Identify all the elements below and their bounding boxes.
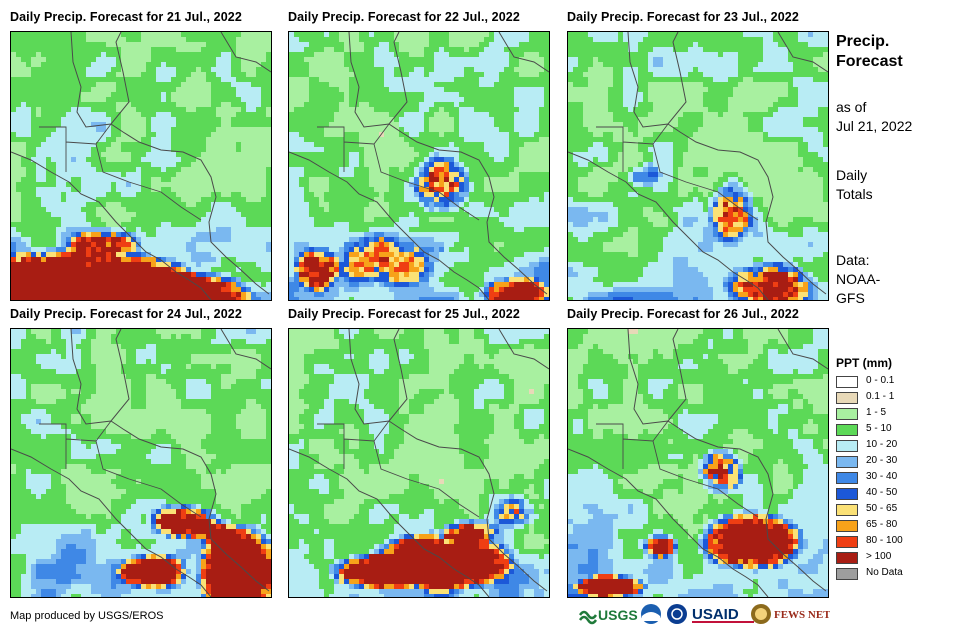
precip-map xyxy=(288,328,550,598)
as-of-value: Jul 21, 2022 xyxy=(836,118,913,134)
precip-grid xyxy=(289,32,549,300)
legend-label: > 100 xyxy=(866,551,892,562)
source-line1: Data: xyxy=(836,252,870,268)
precip-grid xyxy=(568,32,828,300)
precip-map xyxy=(567,328,829,598)
source-line3: GFS xyxy=(836,290,865,306)
panel-title: Daily Precip. Forecast for 24 Jul., 2022 xyxy=(10,307,242,321)
legend-label: No Data xyxy=(866,567,903,578)
legend-label: 40 - 50 xyxy=(866,487,898,498)
legend-swatch xyxy=(836,504,858,516)
fewsnet-logo: FEWS NET xyxy=(751,604,830,624)
legend-label: 65 - 80 xyxy=(866,519,898,530)
totals-note: Daily Totals xyxy=(836,166,946,204)
country-borders xyxy=(596,420,759,518)
country-borders xyxy=(39,420,202,518)
country-borders xyxy=(317,420,480,518)
legend-label: 0 - 0.1 xyxy=(866,375,895,386)
totals-line2: Totals xyxy=(836,186,873,202)
legend-label: 10 - 20 xyxy=(866,439,898,450)
as-of-label: as of xyxy=(836,99,867,115)
legend-label: 5 - 10 xyxy=(866,423,892,434)
coastline xyxy=(289,329,549,597)
legend-swatch xyxy=(836,488,858,500)
forecast-panel-jul-24: Daily Precip. Forecast for 24 Jul., 2022 xyxy=(10,307,272,599)
country-borders xyxy=(317,123,480,221)
legend-label: 20 - 30 xyxy=(866,455,898,466)
fewsnet-logo-text: FEWS NET xyxy=(774,609,830,621)
precip-grid xyxy=(568,329,828,597)
forecast-panel-jul-26: Daily Precip. Forecast for 26 Jul., 2022 xyxy=(567,307,829,599)
data-source: Data: NOAA- GFS xyxy=(836,251,946,308)
coastline xyxy=(11,329,271,597)
coastline xyxy=(568,32,828,300)
legend-swatch xyxy=(836,408,858,420)
legend-swatch xyxy=(836,472,858,484)
legend-swatch xyxy=(836,376,858,388)
precip-map xyxy=(288,31,550,301)
usgs-logo: USGS xyxy=(578,607,638,625)
map-credit: Map produced by USGS/EROS xyxy=(10,610,164,622)
precip-map xyxy=(10,31,272,301)
precip-map xyxy=(567,31,829,301)
legend-swatch xyxy=(836,440,858,452)
nasa-logo xyxy=(667,604,687,624)
usaid-logo: USAID xyxy=(692,606,754,623)
as-of-date: as of Jul 21, 2022 xyxy=(836,98,946,136)
sidebar-title: Precip. Forecast xyxy=(836,32,946,72)
sidebar-title-line1: Precip. xyxy=(836,33,890,50)
usaid-logo-text: USAID xyxy=(692,606,739,623)
forecast-panel-jul-21: Daily Precip. Forecast for 21 Jul., 2022 xyxy=(10,10,272,302)
forecast-panel-jul-23: Daily Precip. Forecast for 23 Jul., 2022 xyxy=(567,10,829,302)
legend-label: 50 - 65 xyxy=(866,503,898,514)
legend-swatch xyxy=(836,568,858,580)
forecast-panel-jul-25: Daily Precip. Forecast for 25 Jul., 2022 xyxy=(288,307,550,599)
panel-title: Daily Precip. Forecast for 21 Jul., 2022 xyxy=(10,10,242,24)
legend-swatch xyxy=(836,552,858,564)
coastline xyxy=(11,32,271,300)
country-borders xyxy=(39,123,202,221)
panel-title: Daily Precip. Forecast for 25 Jul., 2022 xyxy=(288,307,520,321)
country-borders xyxy=(596,123,759,221)
legend-label: 30 - 40 xyxy=(866,471,898,482)
legend-label: 0.1 - 1 xyxy=(866,391,895,402)
legend-label: 1 - 5 xyxy=(866,407,887,418)
usgs-logo-text: USGS xyxy=(598,607,638,623)
precip-map xyxy=(10,328,272,598)
coastline xyxy=(568,329,828,597)
source-line2: NOAA- xyxy=(836,271,881,287)
precip-grid xyxy=(11,32,271,300)
legend-swatch xyxy=(836,536,858,548)
forecast-panel-jul-22: Daily Precip. Forecast for 22 Jul., 2022 xyxy=(288,10,550,302)
panel-title: Daily Precip. Forecast for 22 Jul., 2022 xyxy=(288,10,520,24)
precip-grid xyxy=(289,329,549,597)
legend-swatch xyxy=(836,520,858,532)
sidebar-title-line2: Forecast xyxy=(836,53,903,70)
panel-title: Daily Precip. Forecast for 23 Jul., 2022 xyxy=(567,10,799,24)
precip-grid xyxy=(11,329,271,597)
legend-swatch xyxy=(836,456,858,468)
legend-title: PPT (mm) xyxy=(836,356,893,370)
legend-label: 80 - 100 xyxy=(866,535,903,546)
totals-line1: Daily xyxy=(836,167,868,183)
coastline xyxy=(289,32,549,300)
legend-swatch xyxy=(836,424,858,436)
panel-title: Daily Precip. Forecast for 26 Jul., 2022 xyxy=(567,307,799,321)
noaa-logo xyxy=(641,604,661,624)
legend-swatch xyxy=(836,392,858,404)
